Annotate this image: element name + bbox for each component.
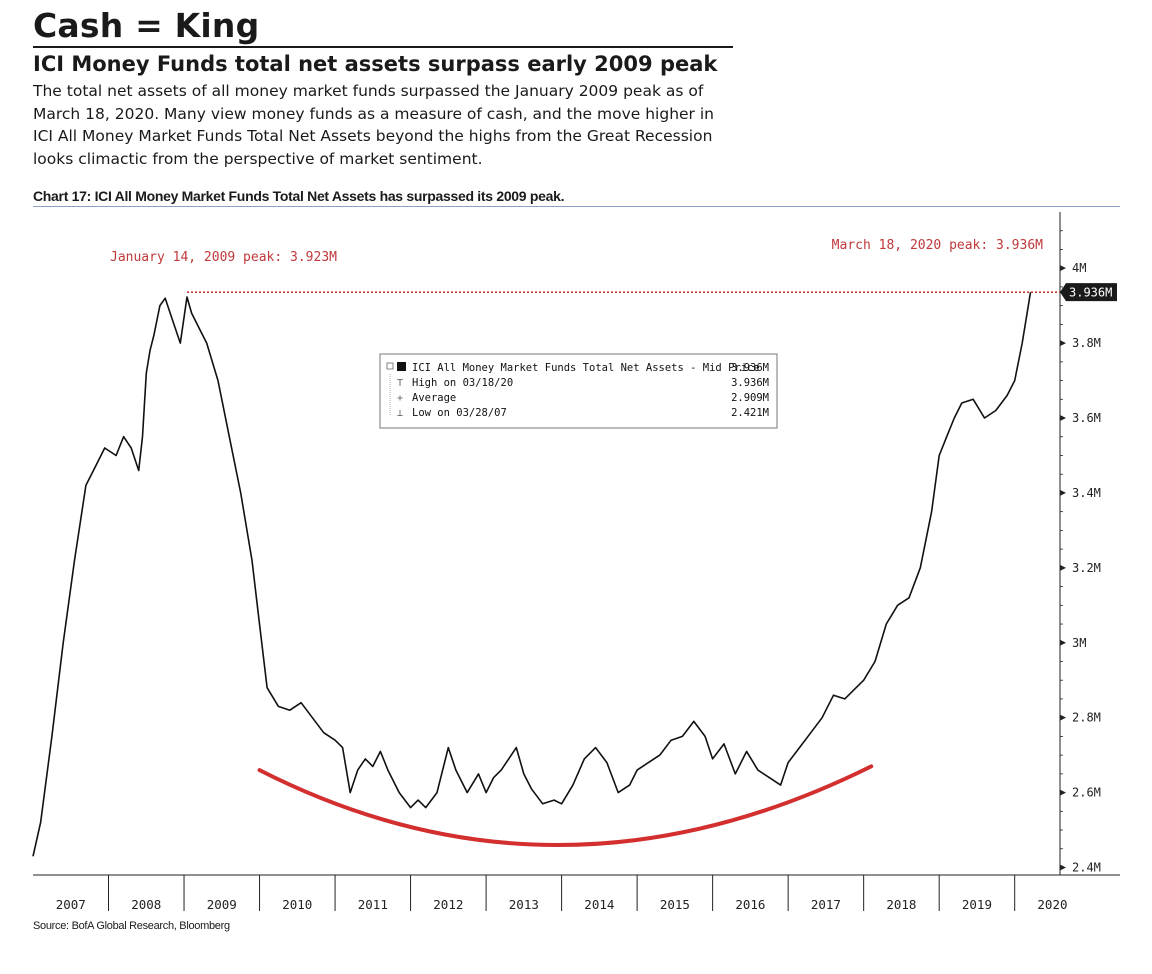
average-marker-icon: +: [397, 393, 403, 404]
y-tick-label: 3.2M: [1072, 561, 1101, 575]
x-tick-label: 2015: [660, 897, 690, 912]
peak-2009-label: January 14, 2009 peak: 3.923M: [110, 250, 337, 265]
x-tick-label: 2011: [358, 897, 388, 912]
y-tick-label: 2.4M: [1072, 861, 1101, 875]
legend-row-label: ICI All Money Market Funds Total Net Ass…: [412, 362, 760, 374]
legend-collapse-icon: [386, 362, 394, 370]
low-marker-icon: ⊥: [397, 408, 403, 419]
legend-row-label: Average: [412, 392, 456, 404]
page-title: Cash = King: [33, 6, 260, 45]
trough-arc: [257, 764, 874, 848]
body-line: The total net assets of all money market…: [33, 82, 704, 100]
legend-row-value: 2.909M: [731, 392, 769, 404]
last-value-label: 3.936M: [1069, 286, 1112, 300]
y-tick-label: 4M: [1072, 261, 1086, 275]
y-tick-label: 3M: [1072, 636, 1086, 650]
body-paragraph: The total net assets of all money market…: [33, 80, 753, 170]
high-marker-icon: T: [397, 378, 403, 389]
x-tick-label: 2014: [584, 897, 614, 912]
x-tick-label: 2009: [207, 897, 237, 912]
y-tick-label: 2.6M: [1072, 786, 1101, 800]
legend-row-value: 3.936M: [731, 377, 769, 389]
legend-series-swatch: [397, 362, 406, 371]
legend-row-value: 2.421M: [731, 407, 769, 419]
chart-caption: Chart 17: ICI All Money Market Funds Tot…: [33, 188, 565, 204]
x-tick-label: 2008: [131, 897, 161, 912]
legend-row-value: 3.936M: [731, 362, 769, 374]
x-tick-label: 2007: [56, 897, 86, 912]
page-subtitle: ICI Money Funds total net assets surpass…: [33, 52, 718, 76]
y-tick-label: 3.8M: [1072, 336, 1101, 350]
x-tick-label: 2012: [433, 897, 463, 912]
y-tick-label: 3.4M: [1072, 486, 1101, 500]
legend-box: [379, 353, 778, 429]
body-line: ICI All Money Market Funds Total Net Ass…: [33, 127, 713, 145]
y-tick-mark: [1060, 864, 1066, 871]
caption-divider: [33, 206, 1120, 207]
x-tick-label: 2013: [509, 897, 539, 912]
series-line: [32, 292, 1032, 857]
x-tick-label: 2018: [886, 897, 916, 912]
legend-row-label: High on 03/18/20: [412, 377, 513, 389]
title-divider: [33, 46, 733, 48]
legend-row-label: Low on 03/28/07: [412, 407, 507, 419]
x-tick-label: 2020: [1037, 897, 1067, 912]
x-tick-label: 2019: [962, 897, 992, 912]
y-tick-label: 3.6M: [1072, 411, 1101, 425]
x-tick-label: 2017: [811, 897, 841, 912]
source-note: Source: BofA Global Research, Bloomberg: [33, 920, 230, 932]
y-tick-label: 2.8M: [1072, 711, 1101, 725]
x-tick-label: 2016: [735, 897, 765, 912]
body-line: March 18, 2020. Many view money funds as…: [33, 104, 714, 123]
x-tick-label: 2010: [282, 897, 312, 912]
last-value-box: [1060, 283, 1117, 302]
body-line: looks climactic from the perspective of …: [33, 149, 483, 168]
peak-2020-label: March 18, 2020 peak: 3.936M: [832, 238, 1043, 253]
